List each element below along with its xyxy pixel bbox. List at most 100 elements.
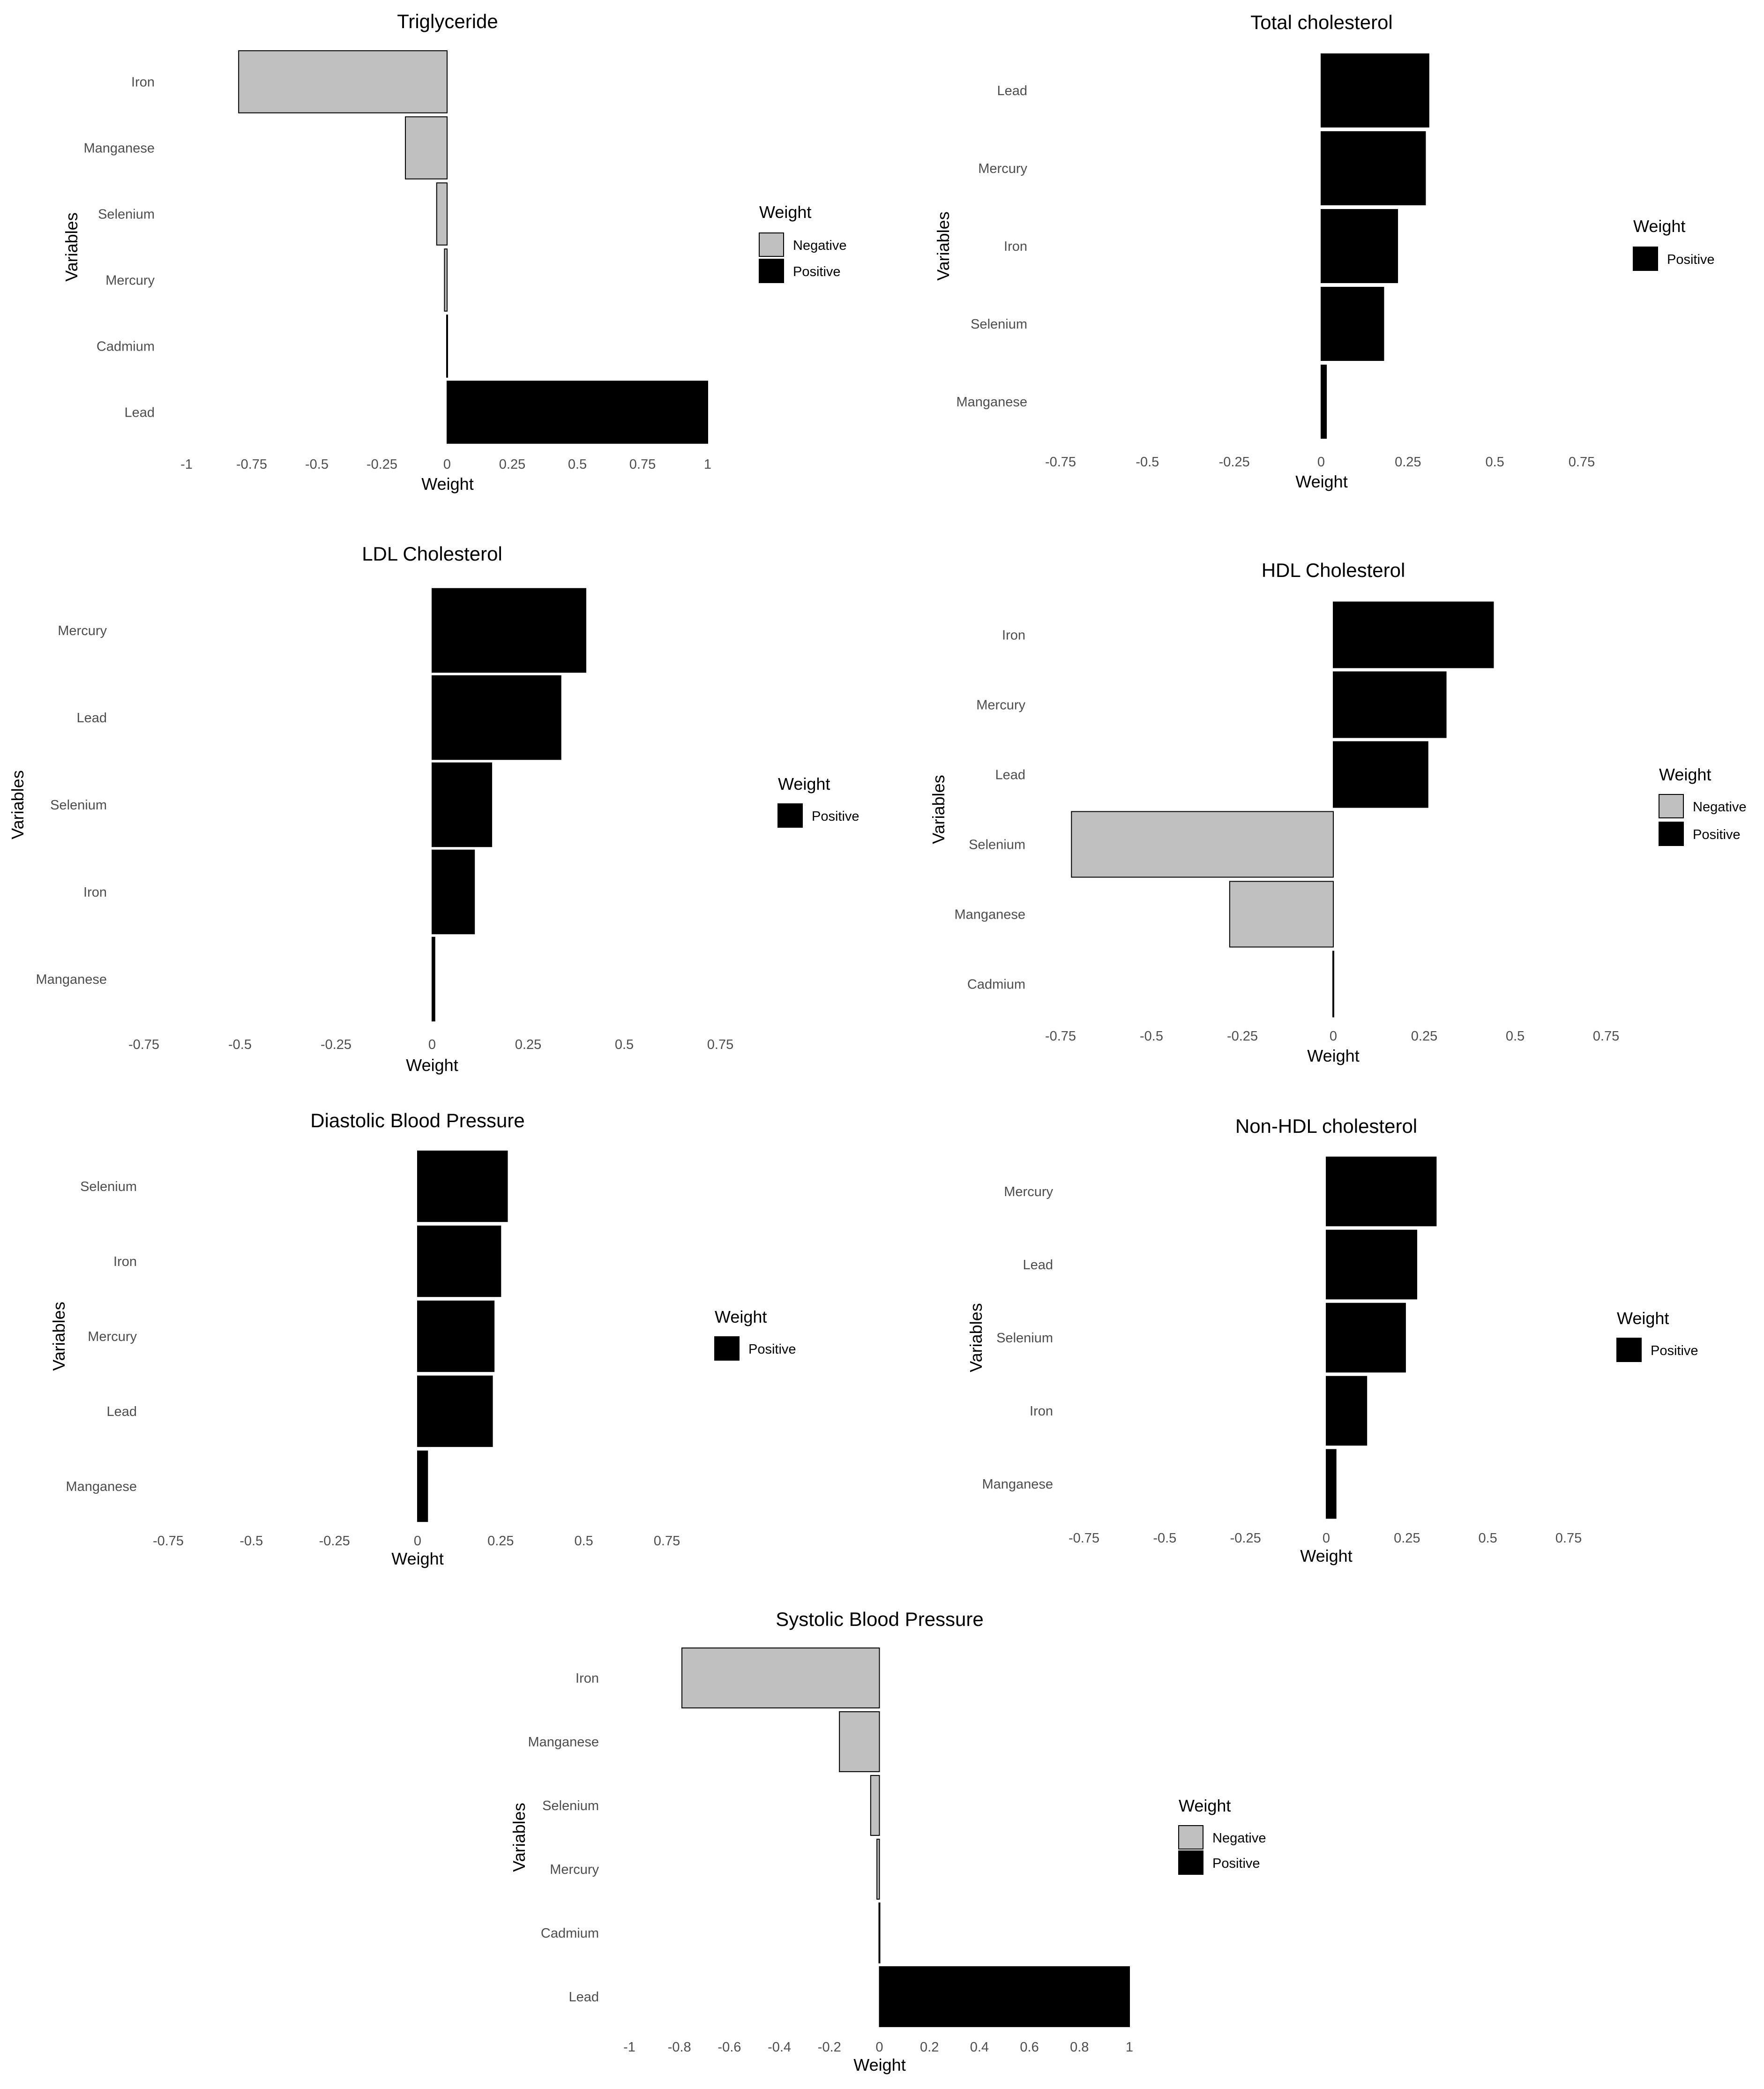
x-tick-label: 0.5: [1486, 455, 1504, 470]
x-tick-label: 0.75: [654, 1534, 680, 1549]
bar: [432, 849, 475, 935]
bar: [432, 675, 561, 760]
bar: [1321, 364, 1327, 439]
x-tick-label: -1: [623, 2040, 635, 2055]
category-label: Mercury: [105, 273, 155, 288]
x-tick-label: 0.75: [1569, 455, 1595, 470]
legend-label: Positive: [1212, 1856, 1260, 1871]
bar: [1326, 1376, 1368, 1446]
category-label: Manganese: [956, 395, 1027, 410]
legend-swatch: [1178, 1850, 1203, 1875]
x-tick-label: -0.75: [236, 457, 267, 472]
category-label: Iron: [83, 885, 107, 900]
x-tick-label: 0.25: [1411, 1029, 1437, 1044]
bar: [417, 1300, 495, 1372]
category-label: Iron: [113, 1254, 137, 1269]
y-axis-label: Variables: [62, 212, 81, 281]
bar: [405, 116, 448, 180]
category-label: Lead: [124, 405, 155, 420]
legend-label: Positive: [812, 809, 860, 824]
chart-title: Triglyceride: [397, 10, 498, 32]
x-tick-label: 1: [704, 457, 711, 472]
bar: [444, 248, 448, 312]
chart-title: LDL Cholesterol: [362, 543, 502, 565]
category-label: Selenium: [996, 1331, 1053, 1346]
x-tick-label: 0: [443, 457, 451, 472]
x-tick-label: 0: [1317, 455, 1325, 470]
category-label: Cadmium: [97, 339, 155, 354]
x-tick-label: 0: [414, 1534, 421, 1549]
y-axis-label: Variables: [509, 1803, 529, 1872]
x-tick-label: -0.5: [228, 1037, 252, 1052]
category-label: Lead: [106, 1404, 137, 1419]
x-tick-label: 0.75: [707, 1037, 733, 1052]
chart-title: HDL Cholesterol: [1262, 559, 1405, 581]
x-axis-label: Weight: [391, 1549, 443, 1568]
y-axis-label: Variables: [929, 775, 948, 844]
x-tick-label: 0.2: [920, 2040, 939, 2055]
category-label: Mercury: [976, 698, 1025, 713]
bar: [417, 1225, 501, 1297]
chart-title: Diastolic Blood Pressure: [310, 1109, 525, 1131]
x-tick-label: 0: [428, 1037, 436, 1052]
x-tick-label: 0.8: [1070, 2040, 1089, 2055]
category-label: Iron: [576, 1671, 599, 1686]
bar: [839, 1711, 880, 1772]
bar: [876, 1839, 880, 1900]
category-label: Selenium: [542, 1798, 599, 1813]
legend-label: Positive: [1667, 252, 1715, 267]
chart-panel: LDL Cholesterol Mercury Lead Selenium Iron Ma…: [8, 543, 860, 1075]
x-tick-label: 0.25: [487, 1534, 514, 1549]
x-tick-label: 0.25: [1395, 455, 1421, 470]
chart-panel: HDL Cholesterol Iron Mercury Lead Selenium Ma…: [929, 559, 1746, 1065]
legend-swatch: [1616, 1338, 1642, 1362]
chart-panel: Total cholesterol Lead Mercury Iron Selenium…: [934, 11, 1715, 491]
category-label: Manganese: [83, 141, 155, 156]
x-tick-label: 0.4: [970, 2040, 989, 2055]
bar: [432, 762, 493, 847]
x-tick-label: -0.5: [239, 1534, 263, 1549]
bar: [1326, 1156, 1437, 1227]
chart-panel: Triglyceride Iron Manganese Selenium Mercury…: [62, 10, 846, 494]
x-tick-label: 0: [1323, 1531, 1330, 1546]
category-label: Manganese: [66, 1479, 137, 1494]
x-tick-label: 0.5: [615, 1037, 634, 1052]
x-axis-label: Weight: [853, 2055, 905, 2074]
x-tick-label: 0.25: [499, 457, 525, 472]
x-tick-label: -0.5: [305, 457, 329, 472]
x-tick-label: -0.25: [1230, 1531, 1261, 1546]
legend-label: Negative: [793, 238, 846, 253]
legend-label: Positive: [1693, 827, 1741, 842]
legend-label: Positive: [1651, 1343, 1698, 1358]
x-tick-label: 0.75: [629, 457, 656, 472]
y-axis-label: Variables: [8, 770, 27, 839]
bar: [1229, 881, 1334, 948]
category-label: Selenium: [50, 798, 107, 813]
chart-title: Systolic Blood Pressure: [776, 1608, 984, 1630]
bar: [1326, 1303, 1406, 1373]
bar: [1326, 1449, 1337, 1519]
category-label: Mercury: [58, 623, 107, 638]
legend-swatch: [1178, 1825, 1203, 1849]
category-label: Cadmium: [967, 977, 1025, 992]
legend-swatch: [759, 259, 784, 283]
category-label: Lead: [997, 83, 1027, 98]
x-tick-label: -0.4: [768, 2040, 791, 2055]
category-label: Iron: [131, 75, 155, 90]
legend-title: Weight: [778, 774, 830, 794]
x-tick-label: -0.75: [153, 1534, 184, 1549]
legend-label: Negative: [1693, 800, 1746, 815]
category-label: Mercury: [550, 1862, 599, 1877]
bar: [1333, 671, 1447, 738]
legend-title: Weight: [759, 202, 811, 222]
bar: [238, 50, 448, 113]
x-tick-label: -1: [180, 457, 193, 472]
bar: [447, 381, 708, 444]
x-axis-label: Weight: [1295, 472, 1347, 491]
category-label: Mercury: [978, 161, 1027, 176]
bar: [1321, 209, 1398, 284]
chart-title: Non-HDL cholesterol: [1235, 1115, 1417, 1137]
bar: [879, 1966, 1130, 2027]
legend-label: Positive: [793, 264, 841, 279]
bar: [417, 1450, 428, 1522]
